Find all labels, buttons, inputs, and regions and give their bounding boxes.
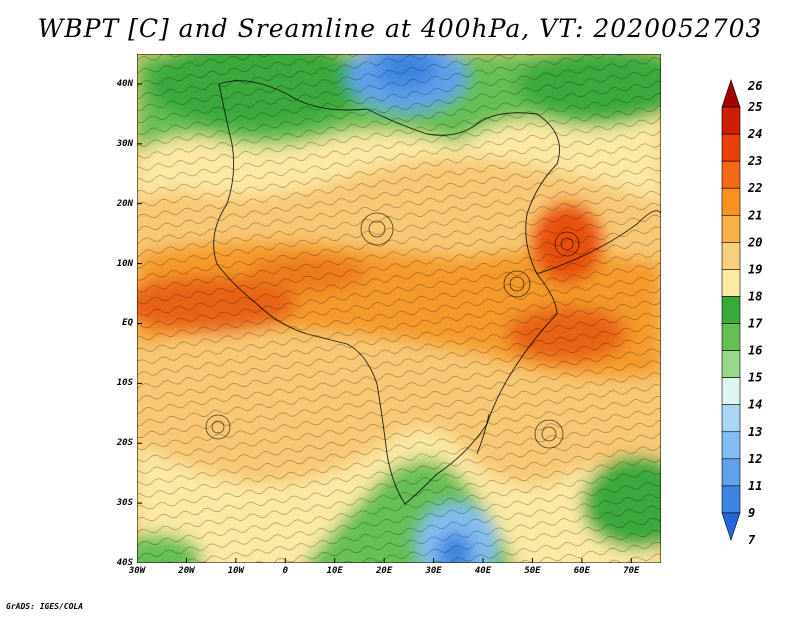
colorbar-swatch xyxy=(722,405,740,432)
colorbar-swatch xyxy=(722,351,740,378)
colorbar-swatch xyxy=(722,134,740,161)
colorbar-label: 24 xyxy=(747,127,762,141)
colorbar-swatch xyxy=(722,188,740,215)
y-tick-label: 20N xyxy=(93,199,133,209)
colorbar-swatch xyxy=(722,161,740,188)
colorbar-swatch xyxy=(722,242,740,269)
colorbar-swatch xyxy=(722,107,740,134)
colorbar-label: 17 xyxy=(748,317,763,331)
x-tick-label: 20W xyxy=(166,566,206,576)
chart-title: WBPT [C] and Sreamline at 400hPa, VT: 20… xyxy=(0,14,800,43)
colorbar-label: 13 xyxy=(748,425,762,439)
x-tick-label: 70E xyxy=(611,566,651,576)
colorbar: 26 25 24 23 22 21 20 19 18 17 16 15 14 13 12 11 9 7 xyxy=(708,60,798,560)
y-tick-label: 10S xyxy=(93,378,133,388)
colorbar-swatch xyxy=(722,486,740,513)
x-tick-label: 10W xyxy=(216,566,256,576)
streamline-layer xyxy=(137,54,661,563)
colorbar-swatch xyxy=(722,459,740,486)
y-tick-label: EQ xyxy=(93,318,133,328)
x-tick-label: 30W xyxy=(117,566,157,576)
colorbar-label: 15 xyxy=(748,371,762,385)
colorbar-swatch xyxy=(722,269,740,296)
colorbar-label: 18 xyxy=(748,289,762,303)
x-tick-label: 30E xyxy=(414,566,454,576)
x-tick-label: 40E xyxy=(463,566,503,576)
colorbar-label: 19 xyxy=(748,262,762,276)
x-tick-label: 20E xyxy=(364,566,404,576)
x-tick-label: 0 xyxy=(265,566,305,576)
colorbar-swatch xyxy=(722,215,740,242)
x-tick-label: 50E xyxy=(512,566,552,576)
colorbar-swatch xyxy=(722,296,740,323)
colorbar-swatch xyxy=(722,513,740,540)
colorbar-label: 14 xyxy=(748,398,762,412)
y-tick-label: 30N xyxy=(93,139,133,149)
y-tick-label: 40N xyxy=(93,79,133,89)
colorbar-swatch xyxy=(722,80,740,107)
colorbar-label: 11 xyxy=(748,479,762,493)
colorbar-swatch xyxy=(722,432,740,459)
y-tick-label: 20S xyxy=(93,438,133,448)
colorbar-label: 21 xyxy=(747,208,762,222)
colorbar-label: 7 xyxy=(748,533,756,547)
colorbar-swatch xyxy=(722,324,740,351)
x-tick-label: 10E xyxy=(315,566,355,576)
colorbar-label: 9 xyxy=(748,506,755,520)
y-tick-label: 30S xyxy=(93,498,133,508)
colorbar-label: 16 xyxy=(748,344,762,358)
colorbar-label: 12 xyxy=(748,452,762,466)
colorbar-label: 25 xyxy=(747,100,762,114)
colorbar-label: 23 xyxy=(747,154,762,168)
grads-credit: GrADS: IGES/COLA xyxy=(6,602,83,611)
colorbar-label: 20 xyxy=(747,235,762,249)
colorbar-swatch xyxy=(722,378,740,405)
wbpt-streamline-map xyxy=(137,54,661,563)
x-tick-label: 60E xyxy=(562,566,602,576)
colorbar-label: 22 xyxy=(747,181,762,195)
colorbar-label: 26 xyxy=(747,79,762,93)
y-tick-label: 10N xyxy=(93,259,133,269)
